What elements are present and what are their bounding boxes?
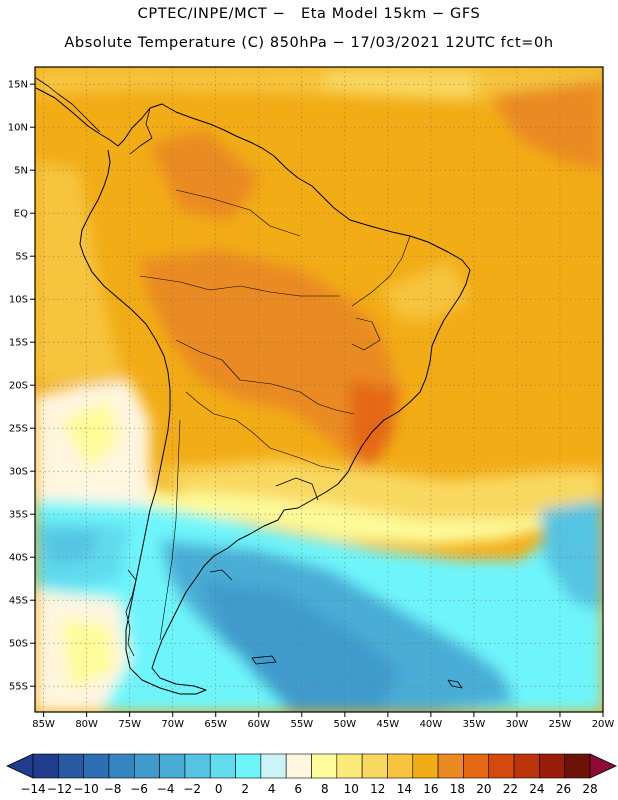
colorbar-cell (58, 753, 84, 779)
colorbar-cell (539, 753, 565, 779)
lon-label: 70W (161, 719, 184, 730)
lat-label: 25S (9, 424, 28, 435)
colorbar-cell (235, 753, 262, 779)
colorbar-cell (209, 753, 236, 779)
lat-label: 10N (8, 123, 28, 134)
lon-label: 60W (247, 719, 270, 730)
lon-label: 20W (592, 719, 615, 730)
colorbar-cell (437, 753, 464, 779)
colorbar-cells (6, 753, 617, 779)
colorbar-label: 18 (450, 782, 465, 796)
lon-label: 50W (334, 719, 357, 730)
colorbar-label: −4 (157, 782, 175, 796)
colorbar-label: 20 (476, 782, 491, 796)
colorbar-cell (184, 753, 211, 779)
lat-label: 20S (9, 381, 28, 392)
colorbar-label: 10 (344, 782, 359, 796)
lon-label: 65W (204, 719, 227, 730)
colorbar-cell (159, 753, 186, 779)
lat-label: 40S (9, 553, 28, 564)
temperature-colorbar: −14 −12 −10 −8 −6 −4 −2 0 2 4 6 8 10 12 14 16 18 20 22 24 26… (6, 753, 617, 796)
lon-label: 85W (32, 719, 55, 730)
colorbar-cell (260, 753, 287, 779)
lat-label: 5S (15, 252, 28, 263)
colorbar-cell (311, 753, 338, 779)
lat-label: 50S (9, 639, 28, 650)
colorbar-cell (133, 753, 160, 779)
lat-label: 15S (9, 338, 28, 349)
colorbar-arrow-high (589, 753, 617, 779)
colorbar-label: 28 (582, 782, 597, 796)
lon-label: 55W (290, 719, 313, 730)
colorbar-cell (361, 753, 388, 779)
colorbar-cell (488, 753, 515, 779)
colorbar-label: 12 (370, 782, 385, 796)
lat-lon-gridlines (35, 67, 604, 712)
latitude-labels: 15N 10N 5N EQ 5S 10S 15S 20S 25S 30S 35S 40S 45S 50S 5… (8, 80, 28, 693)
colorbar-label: −2 (183, 782, 201, 796)
colorbar-label: 14 (397, 782, 412, 796)
colorbar-label: 16 (423, 782, 438, 796)
colorbar-label: 2 (241, 782, 249, 796)
axis-ticks (30, 83, 604, 717)
colorbar-label: −8 (104, 782, 122, 796)
map-title-line2: Absolute Temperature (C) 850hPa − 17/03/… (64, 35, 554, 51)
lat-label: 35S (9, 510, 28, 521)
colorbar-cell (387, 753, 414, 779)
colorbar-arrow-low (6, 753, 34, 779)
lat-label: 5N (14, 166, 28, 177)
colorbar-cell (108, 753, 135, 779)
colorbar-cell (412, 753, 439, 779)
colorbar-label: 0 (215, 782, 223, 796)
colorbar-cell (83, 753, 110, 779)
colorbar-cell (285, 753, 312, 779)
colorbar-cell (32, 753, 59, 779)
map-frame (34, 66, 604, 713)
lat-label: 45S (9, 596, 28, 607)
colorbar-label: 4 (268, 782, 276, 796)
colorbar-label: 22 (503, 782, 518, 796)
colorbar-cell (336, 753, 363, 779)
longitude-labels: 85W 80W 75W 70W 65W 60W 55W 50W 45W 40W 35W 30W 25W 2… (32, 719, 614, 730)
temperature-map: 15N 10N 5N EQ 5S 10S 15S 20S 25S 30S 35S 40S 45S 50S 5… (8, 66, 614, 730)
lat-label: EQ (14, 209, 28, 220)
colorbar-label: 6 (294, 782, 302, 796)
lat-label: 30S (9, 467, 28, 478)
colorbar-label: −12 (47, 782, 72, 796)
coastlines-borders (35, 77, 471, 695)
lat-label: 15N (8, 80, 28, 91)
lon-label: 30W (506, 719, 529, 730)
colorbar-label: 24 (529, 782, 544, 796)
colorbar-cell (463, 753, 490, 779)
lon-label: 25W (549, 719, 572, 730)
colorbar-labels: −14 −12 −10 −8 −6 −4 −2 0 2 4 6 8 10 12 14 16 18 20 22 24 26… (20, 782, 597, 796)
colorbar-label: −14 (20, 782, 45, 796)
lon-label: 45W (377, 719, 400, 730)
lat-label: 10S (9, 295, 28, 306)
lon-label: 35W (463, 719, 486, 730)
colorbar-label: 8 (321, 782, 329, 796)
lat-label: 55S (9, 682, 28, 693)
colorbar-label: 26 (556, 782, 571, 796)
lon-label: 80W (75, 719, 98, 730)
temperature-field (35, 67, 603, 712)
map-title-line1: CPTEC/INPE/MCT − Eta Model 15km − GFS (137, 6, 481, 22)
colorbar-label: −6 (130, 782, 148, 796)
colorbar-cell (513, 753, 540, 779)
colorbar-label: −10 (73, 782, 98, 796)
lon-label: 40W (420, 719, 443, 730)
colorbar-cell (564, 753, 591, 779)
lon-label: 75W (118, 719, 141, 730)
